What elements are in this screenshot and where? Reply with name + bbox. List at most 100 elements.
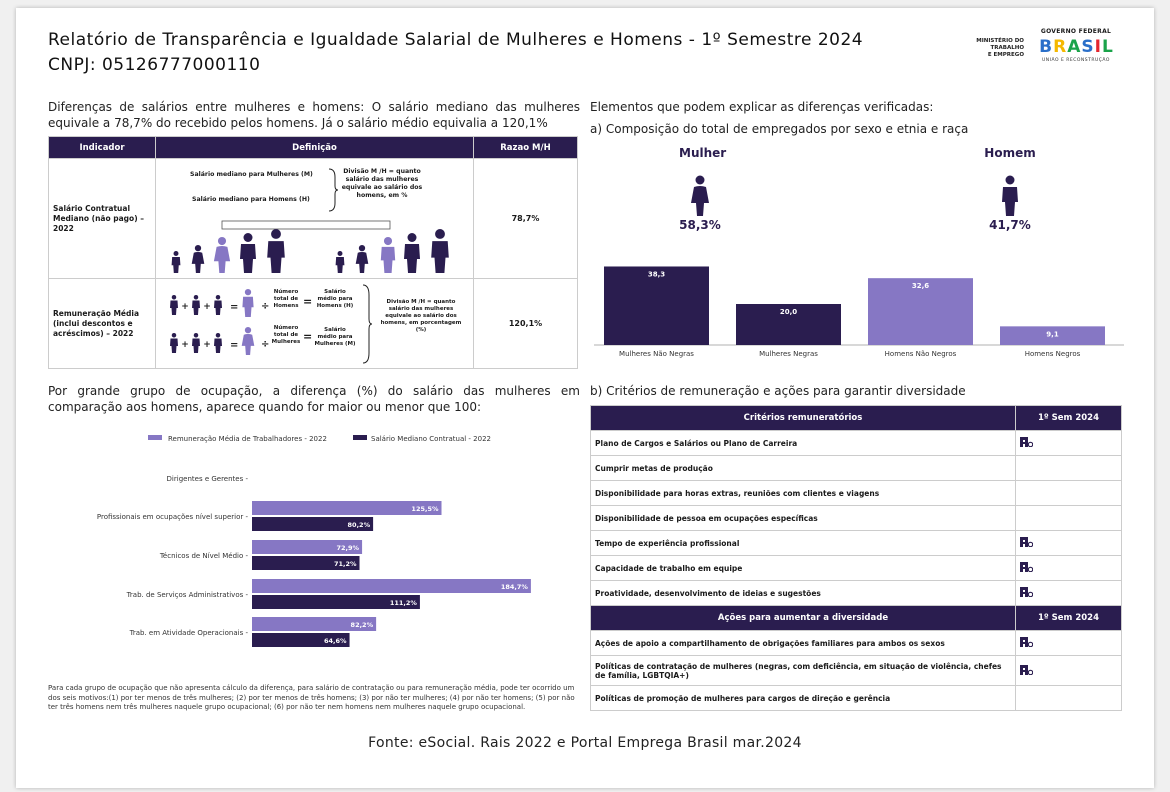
sal-men: Salário médio para Homens (H) bbox=[316, 289, 354, 309]
elements-intro: Elementos que podem explicar as diferenç… bbox=[590, 100, 934, 114]
brasil-letter: S bbox=[1081, 37, 1094, 57]
criteria-row: Cumprir metas de produção bbox=[590, 455, 1122, 481]
criteria-title: b) Critérios de remuneração e ações para… bbox=[590, 384, 966, 398]
average-pay-bar bbox=[252, 501, 442, 515]
salary-intro: Diferenças de salários entre mulheres e … bbox=[48, 100, 580, 130]
def-division-median: Divisão M /H = quanto salário das mulher… bbox=[341, 168, 423, 199]
ministry-logo: MINISTÉRIO DO TRABALHO E EMPREGO bbox=[976, 38, 1024, 59]
formula-figures-icon: + + = ÷ + + = ÷ bbox=[170, 289, 269, 355]
composition-title: a) Composição do total de empregados por… bbox=[590, 122, 969, 136]
man-figure bbox=[171, 251, 181, 273]
woman-figure bbox=[355, 245, 369, 273]
composition-category-label: Homens Não Negros bbox=[885, 350, 957, 358]
criteria-label: Cumprir metas de produção bbox=[590, 455, 1016, 481]
header-ratio: Razao M/H bbox=[473, 136, 578, 159]
criteria-row: Disponibilidade de pessoa em ocupações e… bbox=[590, 505, 1122, 531]
plus-icon: + bbox=[181, 302, 189, 312]
man-figure bbox=[170, 333, 178, 353]
man-percentage: 41,7% bbox=[989, 218, 1031, 232]
median-salary-bar bbox=[252, 556, 360, 570]
criteria-status bbox=[1015, 630, 1122, 656]
composition-chart: 38,3 Mulheres Não Negras 20,0 Mulheres Negr… bbox=[594, 266, 1124, 358]
man-figure bbox=[214, 295, 222, 315]
criteria-label: Disponibilidade para horas extras, reuni… bbox=[590, 480, 1016, 506]
composition-bar bbox=[736, 304, 841, 345]
ratio-average: 120,1% bbox=[473, 278, 578, 369]
legend-swatch bbox=[353, 435, 367, 440]
composition-category-label: Homens Negros bbox=[1025, 350, 1081, 358]
indicator-median: Salário Contratual Mediano (não pago) – … bbox=[48, 158, 156, 279]
criteria-status bbox=[1015, 655, 1122, 686]
median-salary-label: 80,2% bbox=[348, 521, 371, 529]
brasil-letter: A bbox=[1067, 37, 1081, 57]
man-figure bbox=[404, 233, 420, 273]
criteria-label: Proatividade, desenvolvimento de ideias … bbox=[590, 580, 1016, 606]
man-figure bbox=[192, 333, 200, 353]
criteria-status bbox=[1015, 480, 1122, 506]
criteria-status bbox=[1015, 505, 1122, 531]
report-page: Relatório de Transparência e Igualdade S… bbox=[16, 8, 1154, 788]
average-pay-bar bbox=[252, 579, 531, 593]
definition-average: + + = ÷ + + = ÷ Número total de Homens Número t… bbox=[155, 278, 474, 369]
num-women: Número total de Mulheres bbox=[271, 325, 301, 345]
criteria-table: Critérios remuneratórios 1º Sem 2024 Pla… bbox=[590, 405, 1122, 711]
man-figure bbox=[335, 251, 345, 273]
average-pay-label: 82,2% bbox=[351, 621, 374, 629]
checked-icon bbox=[1020, 637, 1033, 647]
legend-swatch bbox=[148, 435, 162, 440]
composition-category-label: Mulheres Não Negras bbox=[619, 350, 694, 358]
num-men: Número total de Homens bbox=[273, 289, 299, 309]
equals-icon: = bbox=[303, 295, 313, 308]
median-salary-label: 111,2% bbox=[390, 599, 418, 607]
average-pay-bar bbox=[252, 540, 363, 554]
man-figure bbox=[192, 295, 200, 315]
brasil-letter: B bbox=[1039, 37, 1053, 57]
man-figure bbox=[214, 333, 222, 353]
criteria-label: Políticas de contratação de mulheres (ne… bbox=[590, 655, 1016, 686]
median-salary-bar bbox=[252, 595, 420, 609]
actions-header: Ações para aumentar a diversidade bbox=[590, 605, 1016, 631]
average-pay-bar bbox=[252, 617, 377, 631]
occupation-category-label: Profissionais em ocupações nível superio… bbox=[97, 513, 249, 521]
criteria-row: Capacidade de trabalho em equipe bbox=[590, 555, 1122, 581]
median-salary-label: 64,6% bbox=[324, 637, 347, 645]
criteria-row: Plano de Cargos e Salários ou Plano de C… bbox=[590, 430, 1122, 456]
brasil-letter: I bbox=[1094, 37, 1101, 57]
divide-icon: ÷ bbox=[261, 301, 269, 312]
occupation-category-label: Técnicos de Nível Médio - bbox=[159, 552, 249, 560]
criteria-row: Disponibilidade para horas extras, reuni… bbox=[590, 480, 1122, 506]
criteria-status bbox=[1015, 555, 1122, 581]
criteria-row: Proatividade, desenvolvimento de ideias … bbox=[590, 580, 1122, 606]
plus-icon: + bbox=[203, 340, 211, 350]
average-pay-label: 72,9% bbox=[337, 544, 360, 552]
checked-icon bbox=[1020, 437, 1033, 447]
composition-bar bbox=[1000, 326, 1105, 345]
occupation-category-label: Dirigentes e Gerentes - bbox=[167, 475, 249, 483]
plus-icon: + bbox=[203, 302, 211, 312]
composition-value-label: 9,1 bbox=[1046, 330, 1059, 338]
average-pay-label: 184,7% bbox=[501, 583, 529, 591]
cnpj-line: CNPJ: 05126777000110 bbox=[48, 55, 261, 75]
woman-figure bbox=[241, 327, 255, 355]
criteria-label: Políticas de promoção de mulheres para c… bbox=[590, 685, 1016, 711]
checked-icon bbox=[1020, 664, 1033, 675]
composition-category-label: Mulheres Negras bbox=[759, 350, 818, 358]
woman-label: Mulher bbox=[679, 146, 727, 160]
def-women-median: Salário mediano para Mulheres (M) bbox=[190, 171, 313, 178]
criteria-header: Critérios remuneratórios bbox=[590, 405, 1016, 431]
composition-value-label: 32,6 bbox=[912, 282, 929, 290]
criteria-label: Disponibilidade de pessoa em ocupações e… bbox=[590, 505, 1016, 531]
criteria-label: Plano de Cargos e Salários ou Plano de C… bbox=[590, 430, 1016, 456]
criteria-status bbox=[1015, 455, 1122, 481]
woman-figure bbox=[213, 237, 231, 273]
criteria-label: Ações de apoio a compartilhamento de obr… bbox=[590, 630, 1016, 656]
indicator-table: Indicador Definição Razao M/H Salário Co… bbox=[48, 136, 578, 369]
checked-icon bbox=[1020, 562, 1033, 572]
plus-icon: + bbox=[181, 340, 189, 350]
definition-median: Salário mediano para Mulheres (M) Salári… bbox=[155, 158, 474, 279]
legend-label: Remuneração Média de Trabalhadores - 202… bbox=[168, 435, 327, 443]
page-title: Relatório de Transparência e Igualdade S… bbox=[48, 28, 863, 78]
woman-icon bbox=[691, 175, 709, 216]
criteria-status bbox=[1015, 530, 1122, 556]
